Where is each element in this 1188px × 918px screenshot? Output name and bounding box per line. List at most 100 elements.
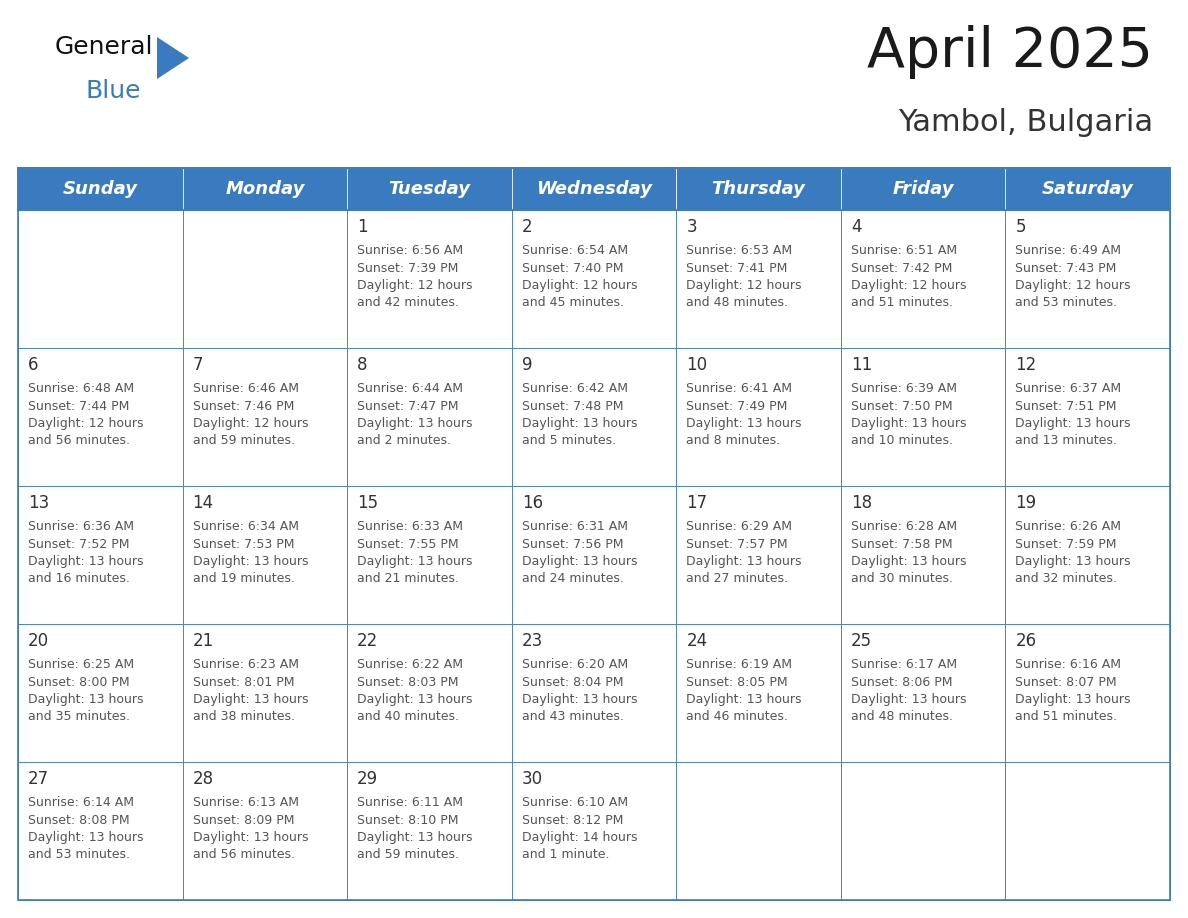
Text: and 42 minutes.: and 42 minutes. [358,297,459,309]
Text: and 56 minutes.: and 56 minutes. [192,848,295,861]
Text: 1: 1 [358,218,368,236]
Text: Daylight: 13 hours: Daylight: 13 hours [29,555,144,568]
Text: 29: 29 [358,770,378,788]
Text: Sunset: 8:01 PM: Sunset: 8:01 PM [192,676,295,688]
Text: Sunday: Sunday [63,180,138,198]
Text: Daylight: 13 hours: Daylight: 13 hours [687,555,802,568]
Bar [347,486,512,624]
Text: and 59 minutes.: and 59 minutes. [358,848,459,861]
Text: and 56 minutes.: and 56 minutes. [29,434,129,447]
Text: Sunset: 7:58 PM: Sunset: 7:58 PM [851,538,953,551]
Bar [18,210,183,348]
Bar [18,486,183,624]
Bar [347,348,512,486]
Bar [676,168,841,210]
Text: Sunrise: 6:44 AM: Sunrise: 6:44 AM [358,382,463,395]
Bar [183,210,347,348]
Text: 8: 8 [358,356,367,374]
Text: Daylight: 13 hours: Daylight: 13 hours [687,417,802,430]
Bar [347,762,512,900]
Text: Sunrise: 6:39 AM: Sunrise: 6:39 AM [851,382,956,395]
Text: Sunrise: 6:34 AM: Sunrise: 6:34 AM [192,520,298,533]
Text: and 21 minutes.: and 21 minutes. [358,573,459,586]
Text: 20: 20 [29,632,49,650]
Text: Sunset: 7:41 PM: Sunset: 7:41 PM [687,262,788,274]
Bar [183,348,347,486]
Text: Sunrise: 6:36 AM: Sunrise: 6:36 AM [29,520,134,533]
Text: 13: 13 [29,494,49,512]
Text: Sunset: 8:04 PM: Sunset: 8:04 PM [522,676,624,688]
Bar [841,210,1005,348]
Text: Daylight: 13 hours: Daylight: 13 hours [1016,555,1131,568]
Bar [18,624,183,762]
Text: Sunrise: 6:17 AM: Sunrise: 6:17 AM [851,658,958,671]
Text: Sunrise: 6:33 AM: Sunrise: 6:33 AM [358,520,463,533]
Text: Sunset: 8:12 PM: Sunset: 8:12 PM [522,813,623,826]
Text: Daylight: 13 hours: Daylight: 13 hours [522,693,637,706]
Text: and 19 minutes.: and 19 minutes. [192,573,295,586]
Text: Sunrise: 6:48 AM: Sunrise: 6:48 AM [29,382,134,395]
Text: and 1 minute.: and 1 minute. [522,848,609,861]
Text: Sunset: 7:46 PM: Sunset: 7:46 PM [192,399,293,412]
Bar [18,168,1170,900]
Text: 24: 24 [687,632,707,650]
Bar [676,624,841,762]
Text: Sunrise: 6:11 AM: Sunrise: 6:11 AM [358,796,463,809]
Bar [676,348,841,486]
Text: and 32 minutes.: and 32 minutes. [1016,573,1117,586]
Text: 6: 6 [29,356,38,374]
Text: Sunset: 7:57 PM: Sunset: 7:57 PM [687,538,788,551]
Text: and 53 minutes.: and 53 minutes. [1016,297,1118,309]
Text: and 45 minutes.: and 45 minutes. [522,297,624,309]
Text: Monday: Monday [226,180,304,198]
Text: and 51 minutes.: and 51 minutes. [1016,711,1118,723]
Text: Sunset: 8:00 PM: Sunset: 8:00 PM [29,676,129,688]
Text: Wednesday: Wednesday [536,180,652,198]
Bar [841,486,1005,624]
Bar [1005,624,1170,762]
Text: Sunrise: 6:28 AM: Sunrise: 6:28 AM [851,520,958,533]
Text: Sunrise: 6:51 AM: Sunrise: 6:51 AM [851,244,958,257]
Text: Sunset: 8:05 PM: Sunset: 8:05 PM [687,676,788,688]
Text: Blue: Blue [86,79,140,103]
Text: Daylight: 14 hours: Daylight: 14 hours [522,831,637,844]
Text: Sunrise: 6:46 AM: Sunrise: 6:46 AM [192,382,298,395]
Text: Sunset: 7:42 PM: Sunset: 7:42 PM [851,262,953,274]
Text: and 48 minutes.: and 48 minutes. [687,297,789,309]
Text: Daylight: 13 hours: Daylight: 13 hours [522,555,637,568]
Text: Daylight: 13 hours: Daylight: 13 hours [851,693,966,706]
Text: Daylight: 13 hours: Daylight: 13 hours [522,417,637,430]
Text: Sunrise: 6:56 AM: Sunrise: 6:56 AM [358,244,463,257]
Text: 22: 22 [358,632,379,650]
Text: Sunset: 7:49 PM: Sunset: 7:49 PM [687,399,788,412]
Text: 27: 27 [29,770,49,788]
Text: Sunset: 7:50 PM: Sunset: 7:50 PM [851,399,953,412]
Text: Sunrise: 6:42 AM: Sunrise: 6:42 AM [522,382,627,395]
Text: 11: 11 [851,356,872,374]
Text: Sunset: 7:39 PM: Sunset: 7:39 PM [358,262,459,274]
Text: Yambol, Bulgaria: Yambol, Bulgaria [898,108,1154,137]
Bar [676,762,841,900]
Text: Sunrise: 6:20 AM: Sunrise: 6:20 AM [522,658,627,671]
Bar [1005,210,1170,348]
Bar [347,210,512,348]
Text: Daylight: 12 hours: Daylight: 12 hours [1016,279,1131,292]
Bar [347,624,512,762]
Text: Thursday: Thursday [712,180,805,198]
Text: Sunrise: 6:53 AM: Sunrise: 6:53 AM [687,244,792,257]
Text: Sunrise: 6:22 AM: Sunrise: 6:22 AM [358,658,463,671]
Text: 25: 25 [851,632,872,650]
Text: Sunrise: 6:31 AM: Sunrise: 6:31 AM [522,520,627,533]
Bar [1005,348,1170,486]
Bar [512,168,676,210]
Text: April 2025: April 2025 [867,25,1154,79]
Text: Sunrise: 6:54 AM: Sunrise: 6:54 AM [522,244,627,257]
Text: Daylight: 13 hours: Daylight: 13 hours [851,417,966,430]
Text: Sunset: 7:40 PM: Sunset: 7:40 PM [522,262,624,274]
Bar [841,762,1005,900]
Bar [183,762,347,900]
Bar [1005,486,1170,624]
Text: Daylight: 13 hours: Daylight: 13 hours [29,693,144,706]
Text: Daylight: 12 hours: Daylight: 12 hours [29,417,144,430]
Text: Daylight: 12 hours: Daylight: 12 hours [358,279,473,292]
